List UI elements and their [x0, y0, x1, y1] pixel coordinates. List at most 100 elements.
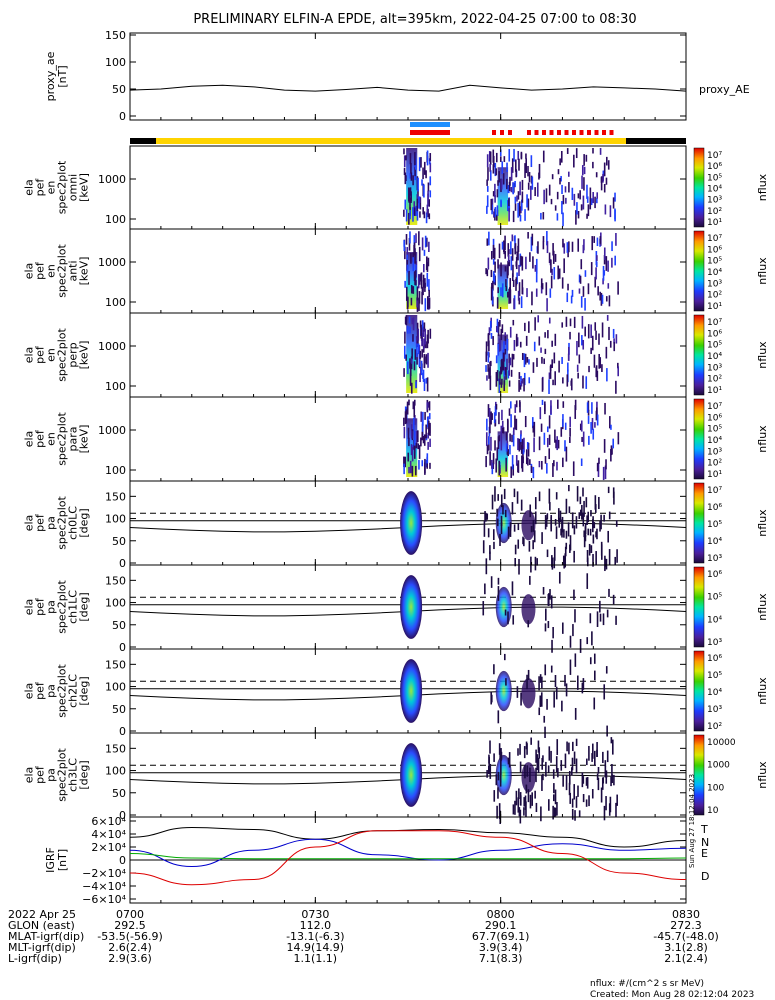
flux-pixel	[488, 754, 490, 764]
science-zone-red	[410, 130, 450, 135]
flux-pixel	[554, 205, 557, 211]
flux-pixel	[568, 770, 571, 785]
flux-pixel	[548, 379, 550, 394]
flux-pixel	[600, 541, 603, 556]
flux-pixel	[407, 325, 409, 334]
y-tick-label: 50	[112, 535, 126, 548]
flux-pixel	[489, 421, 491, 434]
flux-pixel	[428, 279, 430, 292]
y-tick-label: 100	[105, 213, 126, 226]
flux-pixel	[551, 557, 554, 570]
x-axis-row-value: 272.3	[670, 919, 702, 932]
flux-pixel	[592, 743, 594, 759]
flux-pixel	[503, 370, 506, 377]
flux-pixel	[514, 415, 516, 430]
flux-pixel	[407, 427, 410, 439]
flux-pixel	[596, 198, 598, 204]
flux-pixel	[549, 364, 552, 372]
flux-pixel	[552, 769, 555, 779]
flux-pixel	[548, 799, 550, 811]
flux-pixel	[606, 156, 608, 166]
flux-pixel	[568, 782, 571, 796]
flux-pixel	[410, 382, 413, 394]
flux-pixel	[503, 245, 505, 255]
flux-pixel	[519, 743, 521, 755]
proxy-ae-line	[129, 84, 687, 92]
pitch-burst	[495, 754, 512, 796]
flux-pixel	[501, 420, 504, 429]
flux-pixel	[537, 315, 540, 323]
flux-pixel	[515, 169, 517, 178]
flux-pixel	[605, 770, 608, 778]
flux-pixel	[525, 153, 527, 159]
flux-pixel	[417, 328, 420, 341]
flux-pixel	[580, 296, 583, 308]
flux-pixel	[511, 434, 513, 443]
flux-pixel	[417, 430, 419, 443]
flux-pixel	[493, 273, 496, 283]
flux-pixel	[416, 209, 419, 221]
flux-pixel	[412, 317, 415, 331]
y-tick-label: 100	[105, 464, 126, 477]
flux-pixel	[492, 258, 495, 265]
flux-pixel	[416, 343, 418, 358]
flux-pixel	[603, 247, 606, 261]
flux-pixel	[583, 239, 585, 251]
flux-pixel	[503, 380, 506, 391]
flux-pixel	[565, 530, 568, 539]
flux-pixel	[575, 516, 578, 529]
flux-pixel	[586, 637, 589, 645]
flux-pixel	[594, 322, 597, 331]
flux-pixel	[494, 195, 496, 203]
colorbar-tick-label: 10³	[707, 363, 722, 373]
flux-pixel	[566, 374, 569, 387]
flux-pixel	[521, 256, 524, 271]
flux-pixel	[415, 205, 417, 216]
flux-pixel	[423, 184, 425, 198]
flux-pixel	[422, 435, 425, 444]
flux-pixel	[490, 360, 492, 367]
flux-pixel	[541, 676, 543, 689]
flux-pixel	[492, 529, 495, 541]
flux-pixel	[524, 163, 526, 178]
flux-pixel	[546, 241, 549, 254]
science-zone-red-dash	[587, 130, 591, 135]
flux-pixel	[576, 202, 578, 215]
flux-pixel	[496, 508, 498, 517]
flux-pixel	[559, 177, 561, 185]
igrf-line-T	[129, 826, 687, 848]
colorbar-tick-label: 10³	[707, 447, 722, 457]
flux-pixel	[421, 320, 424, 330]
flux-pixel	[422, 346, 425, 353]
flux-pixel	[611, 257, 613, 268]
flux-pixel	[598, 496, 600, 510]
flux-pixel	[575, 738, 578, 747]
y-tick-label: 0	[119, 809, 126, 822]
flux-pixel	[521, 378, 524, 384]
flux-pixel	[538, 707, 541, 716]
flux-pixel	[607, 160, 610, 170]
colorbar-tick-label: 10⁶	[707, 162, 722, 172]
flux-pixel	[423, 434, 426, 446]
flux-pixel	[567, 522, 570, 537]
flux-pixel	[553, 546, 556, 561]
flux-pixel	[589, 197, 592, 210]
flux-pixel	[489, 551, 491, 561]
flux-pixel	[517, 438, 519, 451]
y-axis-label-line: ela	[23, 347, 36, 364]
flux-pixel	[565, 774, 568, 791]
x-axis-row-label: 2022 Apr 25	[8, 908, 76, 921]
flux-pixel	[514, 558, 517, 567]
flux-pixel	[427, 402, 430, 408]
flux-pixel	[613, 341, 616, 352]
flux-pixel	[555, 756, 558, 773]
flux-pixel	[517, 202, 519, 218]
flux-pixel	[546, 549, 549, 558]
series-legend: proxy_AE	[699, 83, 750, 96]
flux-pixel	[410, 285, 413, 294]
flux-pixel	[535, 749, 537, 763]
flux-pixel	[496, 318, 499, 333]
flux-pixel	[521, 179, 524, 191]
flux-pixel	[408, 466, 410, 474]
flux-pixel	[564, 553, 567, 568]
